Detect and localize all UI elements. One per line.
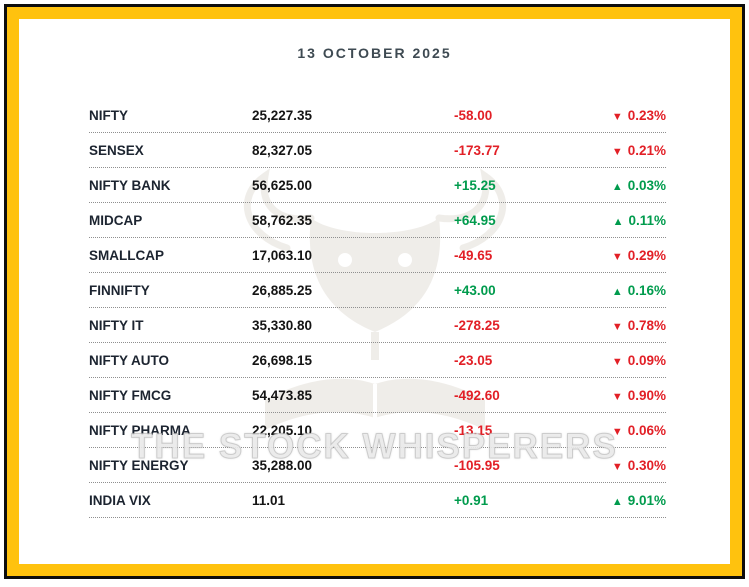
index-change-percent: ▼ 0.09% xyxy=(606,353,666,368)
index-value: 22,205.10 xyxy=(252,422,313,438)
table-row: NIFTY FMCG 54,473.85 -492.60 ▼ 0.90% xyxy=(89,378,666,413)
table-row: FINNIFTY 26,885.25 +43.00 ▲ 0.16% xyxy=(89,273,666,308)
index-change-percent: ▼ 0.23% xyxy=(606,108,666,123)
index-value: 35,288.00 xyxy=(252,457,313,473)
index-change: -23.05 xyxy=(454,352,493,368)
index-change-percent: ▲ 0.03% xyxy=(606,178,666,193)
direction-arrow-icon: ▼ xyxy=(611,110,623,123)
table-row: NIFTY ENERGY 35,288.00 -105.95 ▼ 0.30% xyxy=(89,448,666,483)
index-value: 25,227.35 xyxy=(252,107,313,123)
direction-arrow-icon: ▲ xyxy=(612,215,624,228)
index-value: 35,330.80 xyxy=(252,317,313,333)
table-row: NIFTY 25,227.35 -58.00 ▼ 0.23% xyxy=(89,98,666,133)
outer-black-frame: 13 OCTOBER 2025 NIFTY 25,227.35 -58.00 ▼… xyxy=(4,4,745,579)
direction-arrow-icon: ▲ xyxy=(611,285,623,298)
index-change-percent: ▼ 0.29% xyxy=(606,248,666,263)
index-change-percent: ▼ 0.21% xyxy=(606,143,666,158)
index-name: NIFTY ENERGY xyxy=(89,457,189,473)
index-name: SMALLCAP xyxy=(89,247,164,263)
index-value: 58,762.35 xyxy=(252,212,313,228)
percent-text: 0.21% xyxy=(627,142,666,158)
index-name: NIFTY BANK xyxy=(89,177,171,193)
index-name: FINNIFTY xyxy=(89,282,150,298)
index-name: NIFTY xyxy=(89,107,128,123)
table-row: NIFTY PHARMA 22,205.10 -13.15 ▼ 0.06% xyxy=(89,413,666,448)
index-value: 54,473.85 xyxy=(252,387,313,403)
index-change: -278.25 xyxy=(454,317,500,333)
percent-text: 0.29% xyxy=(627,247,666,263)
index-change-percent: ▼ 0.30% xyxy=(606,458,666,473)
percent-text: 0.16% xyxy=(627,282,666,298)
index-name: SENSEX xyxy=(89,142,144,158)
index-value: 17,063.10 xyxy=(252,247,313,263)
index-change-percent: ▲ 0.16% xyxy=(606,283,666,298)
index-change-percent: ▲ 9.01% xyxy=(606,493,666,508)
index-change: -105.95 xyxy=(454,457,500,473)
index-change: -173.77 xyxy=(454,142,500,158)
index-name: NIFTY IT xyxy=(89,317,144,333)
direction-arrow-icon: ▼ xyxy=(611,320,623,333)
direction-arrow-icon: ▼ xyxy=(611,250,623,263)
index-change-percent: ▼ 0.78% xyxy=(606,318,666,333)
table-row: INDIA VIX 11.01 +0.91 ▲ 9.01% xyxy=(89,483,666,518)
percent-text: 0.03% xyxy=(627,177,666,193)
direction-arrow-icon: ▼ xyxy=(611,425,623,438)
direction-arrow-icon: ▼ xyxy=(611,355,623,368)
table-row: NIFTY BANK 56,625.00 +15.25 ▲ 0.03% xyxy=(89,168,666,203)
index-name: INDIA VIX xyxy=(89,492,151,508)
percent-text: 0.06% xyxy=(627,422,666,438)
index-table: NIFTY 25,227.35 -58.00 ▼ 0.23% SENSEX 82,… xyxy=(89,98,666,518)
direction-arrow-icon: ▼ xyxy=(611,460,623,473)
direction-arrow-icon: ▼ xyxy=(611,145,623,158)
index-name: NIFTY FMCG xyxy=(89,387,172,403)
index-change: -49.65 xyxy=(454,247,493,263)
table-row: NIFTY IT 35,330.80 -278.25 ▼ 0.78% xyxy=(89,308,666,343)
percent-text: 0.90% xyxy=(627,387,666,403)
index-value: 82,327.05 xyxy=(252,142,313,158)
index-change: +64.95 xyxy=(454,212,496,228)
percent-text: 9.01% xyxy=(627,492,666,508)
index-change: -492.60 xyxy=(454,387,500,403)
table-row: SENSEX 82,327.05 -173.77 ▼ 0.21% xyxy=(89,133,666,168)
percent-text: 0.11% xyxy=(628,212,666,228)
table-row: SMALLCAP 17,063.10 -49.65 ▼ 0.29% xyxy=(89,238,666,273)
index-change: +0.91 xyxy=(454,492,489,508)
percent-text: 0.23% xyxy=(627,107,666,123)
index-value: 26,698.15 xyxy=(252,352,313,368)
index-name: MIDCAP xyxy=(89,212,143,228)
date-title: 13 OCTOBER 2025 xyxy=(297,45,452,61)
index-change-percent: ▼ 0.90% xyxy=(606,388,666,403)
index-name: NIFTY PHARMA xyxy=(89,422,191,438)
index-change: +43.00 xyxy=(454,282,496,298)
percent-text: 0.78% xyxy=(627,317,666,333)
index-change: -13.15 xyxy=(454,422,493,438)
index-name: NIFTY AUTO xyxy=(89,352,170,368)
index-value: 11.01 xyxy=(252,492,286,508)
percent-text: 0.30% xyxy=(627,457,666,473)
table-row: NIFTY AUTO 26,698.15 -23.05 ▼ 0.09% xyxy=(89,343,666,378)
index-change: -58.00 xyxy=(454,107,493,123)
table-row: MIDCAP 58,762.35 +64.95 ▲ 0.11% xyxy=(89,203,666,238)
direction-arrow-icon: ▼ xyxy=(611,390,623,403)
yellow-frame: 13 OCTOBER 2025 NIFTY 25,227.35 -58.00 ▼… xyxy=(7,7,742,576)
index-change: +15.25 xyxy=(454,177,496,193)
index-value: 56,625.00 xyxy=(252,177,313,193)
index-change-percent: ▼ 0.06% xyxy=(606,423,666,438)
direction-arrow-icon: ▲ xyxy=(611,180,623,193)
index-change-percent: ▲ 0.11% xyxy=(606,213,666,228)
index-value: 26,885.25 xyxy=(252,282,313,298)
direction-arrow-icon: ▲ xyxy=(611,495,623,508)
percent-text: 0.09% xyxy=(627,352,666,368)
